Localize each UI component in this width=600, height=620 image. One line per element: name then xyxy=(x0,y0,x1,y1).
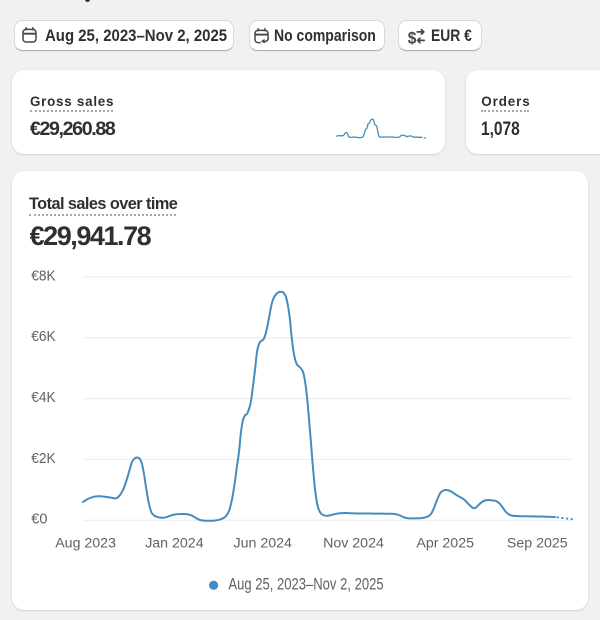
svg-text:Apr 2025: Apr 2025 xyxy=(416,536,474,552)
svg-text:Aug 2023: Aug 2023 xyxy=(55,536,116,552)
svg-text:$: $ xyxy=(407,29,416,46)
svg-text:€6K: €6K xyxy=(31,329,56,345)
svg-text:Nov 2024: Nov 2024 xyxy=(323,536,384,552)
svg-text:€4K: €4K xyxy=(31,390,56,406)
svg-text:Sep 2025: Sep 2025 xyxy=(507,536,568,552)
svg-text:Jan 2024: Jan 2024 xyxy=(145,536,203,552)
svg-text:Jun 2024: Jun 2024 xyxy=(234,536,292,552)
svg-text:€0: €0 xyxy=(31,512,47,528)
svg-text:€8K: €8K xyxy=(31,268,56,284)
svg-text:€2K: €2K xyxy=(31,451,56,467)
svg-text:Aug 25, 2023–Nov 2, 2025: Aug 25, 2023–Nov 2, 2025 xyxy=(228,576,383,594)
